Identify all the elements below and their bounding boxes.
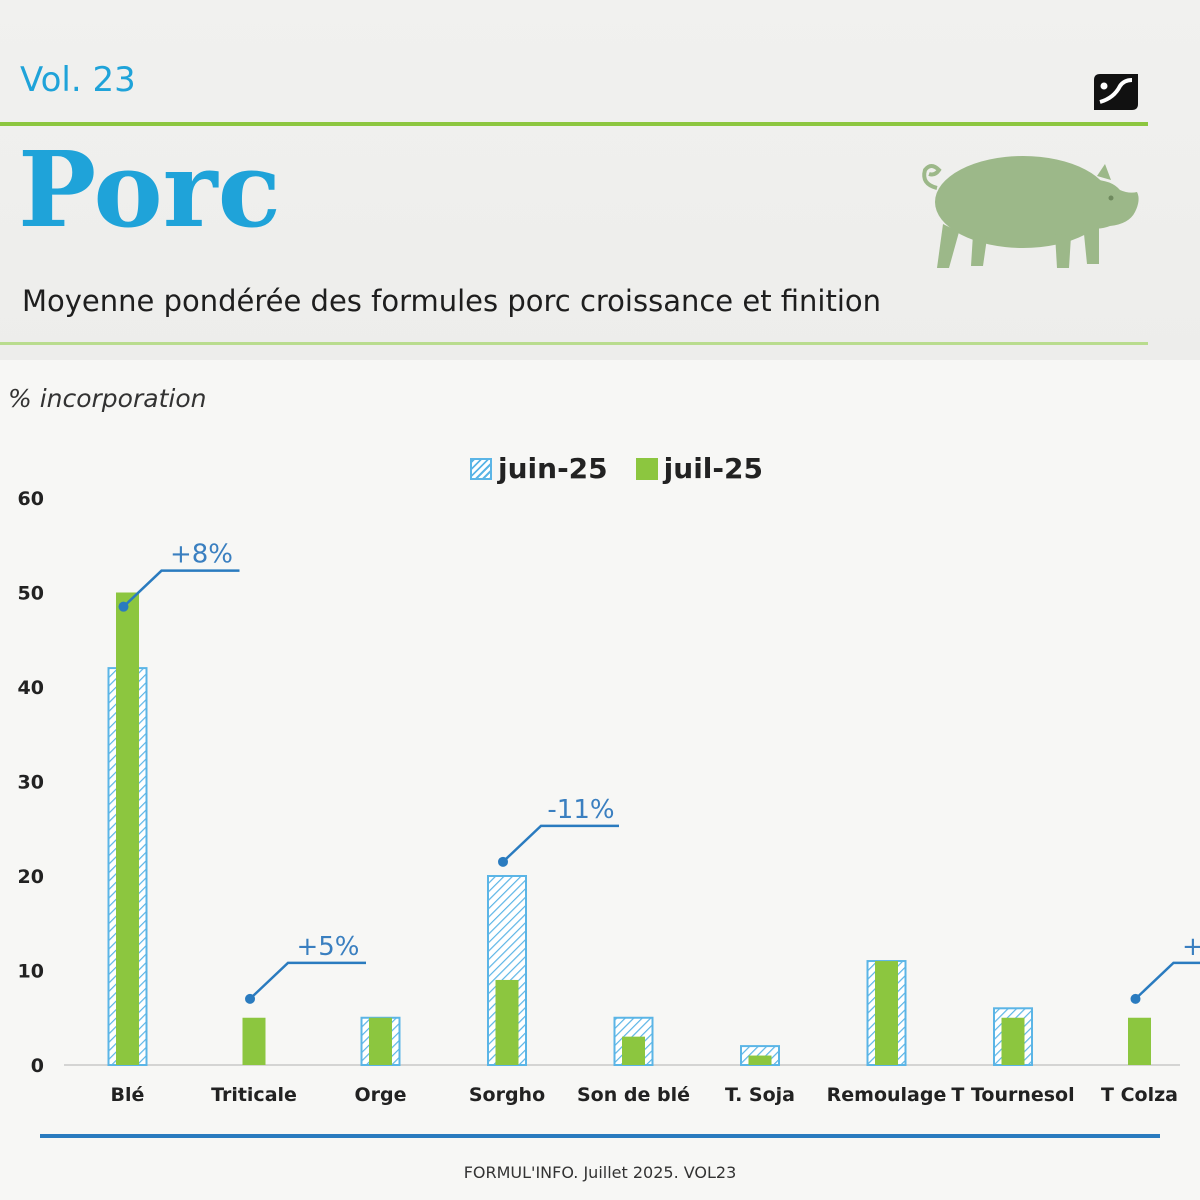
bar-juil-25: [495, 979, 519, 1065]
x-tick-label: T. Soja: [725, 1084, 795, 1106]
bar-juil-25: [116, 592, 139, 1065]
annotation-leader: [249, 961, 366, 1000]
x-tick-label: Blé: [111, 1084, 145, 1106]
legend-item-juil: juil-25: [635, 452, 763, 485]
x-tick-label: Orge: [354, 1084, 406, 1106]
annotation-label: +5%: [296, 932, 359, 962]
bar-juil-25: [242, 1017, 266, 1065]
x-tick-label: Triticale: [211, 1084, 297, 1106]
bar-juil-25: [622, 1036, 645, 1065]
bar-juil-25: [1001, 1017, 1025, 1065]
chart-legend: juin-25 juil-25: [470, 452, 781, 485]
volume-label: Vol. 23: [20, 60, 136, 100]
pig-icon: [922, 156, 1139, 268]
legend-swatch-green: [635, 457, 658, 480]
bar-juil-25: [369, 1017, 392, 1065]
annotation-leader: [122, 569, 240, 608]
y-tick-label: 0: [31, 1055, 44, 1077]
annotation-label: -11%: [547, 795, 614, 825]
y-tick-label: 10: [18, 961, 44, 983]
legend-swatch-hatched: [470, 457, 492, 480]
annotation-label: +5%: [1182, 932, 1200, 962]
x-tick-label: T Tournesol: [951, 1084, 1074, 1106]
x-tick-label: Sorgho: [469, 1084, 545, 1106]
header-rule-top: [0, 122, 1148, 126]
bar-juil-25: [748, 1055, 772, 1065]
y-tick-label: 50: [18, 583, 44, 605]
annotation-leader: [1134, 961, 1200, 1000]
legend-label-juil: juil-25: [663, 452, 763, 485]
bar-chart: 0 10 20 30 40 50 60 Blé Triticale Orge Sorgho Son d…: [18, 488, 1200, 1106]
annotation-leader: [502, 824, 619, 863]
y-axis-label: % incorporation: [8, 384, 207, 413]
legend-item-juin: juin-25: [470, 452, 608, 485]
y-tick-label: 40: [18, 677, 44, 699]
footer-rule: [40, 1134, 1160, 1138]
annotation-label: +8%: [170, 540, 233, 570]
x-tick-label: Remoulage: [827, 1084, 947, 1106]
header-rule-bottom: [0, 342, 1148, 345]
bar-juil-25: [1128, 1017, 1151, 1065]
page-title: Porc: [18, 128, 281, 251]
page-subtitle: Moyenne pondérée des formules porc crois…: [22, 284, 882, 318]
y-tick-label: 30: [18, 772, 44, 794]
x-tick-label: Son de blé: [577, 1084, 690, 1106]
bar-juil-25: [875, 961, 898, 1065]
x-tick-label: T Colza: [1101, 1084, 1178, 1106]
footer-text: FORMUL'INFO. Juillet 2025. VOL23: [463, 1163, 737, 1182]
brand-logo-icon: [1094, 74, 1138, 110]
legend-label-juin: juin-25: [498, 452, 608, 485]
y-tick-label: 20: [18, 866, 44, 888]
y-tick-label: 60: [18, 488, 44, 510]
